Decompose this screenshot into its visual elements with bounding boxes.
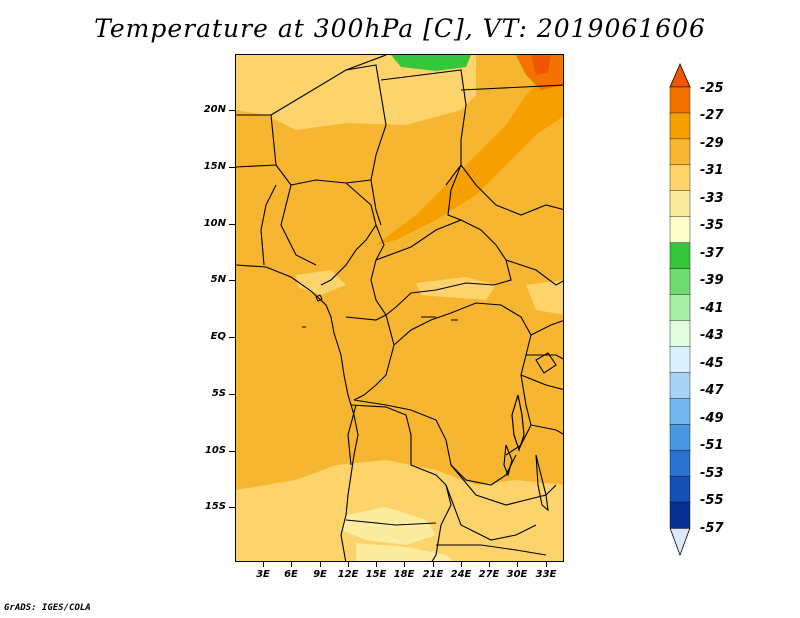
country-borders: [236, 55, 563, 561]
colorbar-level: -41: [700, 301, 724, 316]
colorbar-level: -53: [700, 466, 724, 481]
colorbar-level: -29: [700, 136, 724, 151]
islands: [302, 294, 458, 328]
colorbar-swatch: [669, 424, 691, 451]
colorbar-level: -57: [700, 521, 724, 536]
colorbar-top-arrow: [669, 62, 691, 88]
lat-label: 5S: [211, 388, 226, 399]
colorbar-level: -51: [700, 438, 724, 453]
lat-label: 5N: [210, 274, 226, 285]
temperature-field: [236, 55, 563, 561]
colorbar-swatch: [669, 138, 691, 166]
colorbar-swatch: [669, 398, 691, 425]
colorbar-swatch: [669, 216, 691, 244]
colorbar-level: -47: [700, 383, 724, 398]
colorbar-level: -55: [700, 493, 724, 508]
field-minus33-patch-southedge: [356, 543, 454, 561]
map-panel: [235, 54, 564, 562]
colorbar-swatch: [669, 268, 691, 296]
map-title: Temperature at 300hPa [C], VT: 201906160…: [94, 14, 706, 43]
colorbar-swatch: [669, 320, 691, 348]
lon-label: 18E: [393, 569, 415, 580]
colorbar-level: -25: [700, 81, 724, 96]
lat-label: 15S: [204, 501, 226, 512]
lon-label: 30E: [506, 569, 528, 580]
lat-label: 10S: [204, 445, 226, 456]
colorbar-swatch: [669, 294, 691, 322]
lon-label: 6E: [284, 569, 298, 580]
lon-label: 33E: [535, 569, 557, 580]
colorbar-level: -43: [700, 328, 724, 343]
colorbar-swatch: [669, 86, 691, 114]
lon-label: 24E: [450, 569, 472, 580]
colorbar-level: -27: [700, 108, 724, 123]
colorbar-swatch: [669, 372, 691, 399]
field-equatorial-patch: [416, 277, 496, 300]
field-east-patch: [526, 280, 563, 315]
lat-label: 20N: [203, 104, 226, 115]
colorbar-level: -49: [700, 411, 724, 426]
credit-text: GrADS: IGES/COLA: [4, 603, 91, 613]
field-minus31-band-south: [236, 460, 563, 561]
lat-label: EQ: [210, 331, 226, 342]
colorbar-bottom-arrow: [669, 527, 691, 557]
colorbar-swatches: [669, 62, 691, 557]
colorbar-level: -33: [700, 191, 724, 206]
colorbar-level: -31: [700, 163, 724, 178]
lon-label: 3E: [256, 569, 270, 580]
field-minus31-band-north: [236, 55, 476, 130]
lon-label: 15E: [365, 569, 387, 580]
field-minus33-patch-south: [341, 507, 436, 545]
colorbar-level: -45: [700, 356, 724, 371]
lat-label: 15N: [203, 161, 226, 172]
lat-label: 10N: [203, 218, 226, 229]
lon-label: 9E: [313, 569, 327, 580]
colorbar-level: -37: [700, 246, 724, 261]
colorbar-swatch: [669, 190, 691, 218]
colorbar-swatch: [669, 242, 691, 270]
colorbar-swatch: [669, 449, 691, 477]
colorbar-level: -39: [700, 273, 724, 288]
field-cold-patch-green: [391, 55, 471, 71]
lon-label: 12E: [337, 569, 359, 580]
colorbar-swatch: [669, 475, 691, 503]
field-warmest-core: [531, 55, 551, 75]
lon-label: 27E: [478, 569, 500, 580]
colorbar-swatch: [669, 346, 691, 374]
lon-label: 21E: [422, 569, 444, 580]
colorbar-swatch: [669, 501, 691, 529]
colorbar-swatch: [669, 112, 691, 140]
colorbar-level: -35: [700, 218, 724, 233]
colorbar-swatch: [669, 164, 691, 192]
